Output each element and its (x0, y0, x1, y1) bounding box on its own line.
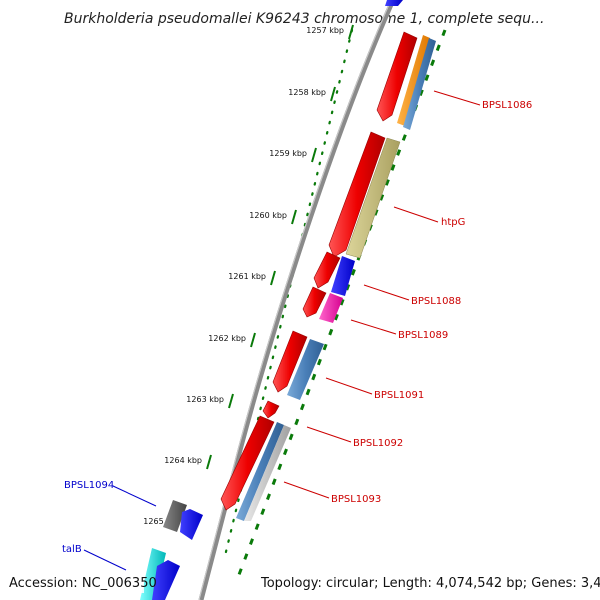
scale-tick-label: 1265 kbp (143, 517, 181, 526)
gene-BPSL1085[interactable] (376, 31, 418, 122)
gene-htpG-khaki[interactable] (345, 137, 401, 259)
scale-tick-label: 1262 kbp (208, 334, 246, 343)
footer-accession-bg (6, 573, 144, 593)
gene-1088-forward[interactable] (313, 251, 341, 289)
scale-tick (250, 332, 256, 348)
scale-tick-label: 1259 kbp (269, 149, 307, 158)
forward-genes (220, 31, 418, 511)
gene-talB-cyan[interactable] (140, 548, 166, 600)
scale-tick-label: 1264 kbp (164, 456, 202, 465)
scale-tick (311, 147, 317, 163)
gene-1093-forward[interactable] (220, 415, 275, 511)
gene-BPSL1093-steel[interactable] (236, 422, 284, 521)
label-BPSL1091[interactable]: BPSL1091 (374, 390, 424, 401)
scale-tick-label: 1263 kbp (186, 395, 224, 404)
gene-BPSL1088-blue[interactable] (331, 256, 355, 296)
gene-BPSL1091-steel[interactable] (287, 339, 324, 400)
scale-tick (270, 270, 276, 286)
gene-1089-forward[interactable] (302, 286, 327, 318)
backbone (198, 0, 396, 600)
scale-tick (206, 454, 212, 470)
gene-BPSL1094-blue[interactable] (180, 509, 203, 540)
label-BPSL1093[interactable]: BPSL1093 (331, 494, 381, 505)
scale-tick (291, 209, 297, 225)
gene-BPSL1094-dark[interactable] (163, 500, 187, 532)
scale-tick (348, 24, 354, 40)
scale-tick (228, 393, 234, 409)
label-BPSL1094[interactable]: BPSL1094 (64, 480, 114, 491)
gene-1092-forward[interactable] (262, 400, 280, 419)
label-BPSL1092[interactable]: BPSL1092 (353, 438, 403, 449)
scale-tick (330, 86, 336, 102)
gene-BPSL1086-steel[interactable] (403, 38, 436, 130)
footer-topology-bg (257, 573, 594, 593)
label-BPSL1086[interactable]: BPSL1086 (482, 100, 532, 111)
map-title: Burkholderia pseudomallei K96243 chromos… (64, 11, 544, 27)
gene-labels: BPSL1086 htpG BPSL1088 BPSL1089 BPSL1091… (62, 90, 532, 571)
scale-dotted-line (222, 28, 354, 562)
scale-tick-label: 1258 kbp (288, 88, 326, 97)
scale-tick-label: 1260 kbp (249, 211, 287, 220)
label-talB[interactable]: talB (62, 544, 82, 555)
gene-BPSL1089-pink[interactable] (319, 293, 343, 323)
label-BPSL1089[interactable]: BPSL1089 (398, 330, 448, 341)
label-BPSL1088[interactable]: BPSL1088 (411, 296, 461, 307)
gene-htpG-forward[interactable] (328, 131, 386, 258)
gene-1091-forward[interactable] (272, 330, 308, 393)
footer-accession: Accession: NC_006350 (9, 576, 157, 591)
scale-tick-label: 1261 kbp (228, 272, 266, 281)
footer-topology: Topology: circular; Length: 4,074,542 bp… (260, 576, 600, 591)
gene-talB-blue[interactable] (152, 560, 180, 600)
gene-top-clipped (385, 0, 403, 6)
gene-BPSL1093-grey[interactable] (244, 425, 291, 521)
label-htpG[interactable]: htpG (441, 217, 465, 228)
scale-tick-label: 1257 kbp (306, 26, 344, 35)
feature-bars (140, 35, 436, 600)
gene-BPSL1086-orange[interactable] (397, 35, 430, 126)
